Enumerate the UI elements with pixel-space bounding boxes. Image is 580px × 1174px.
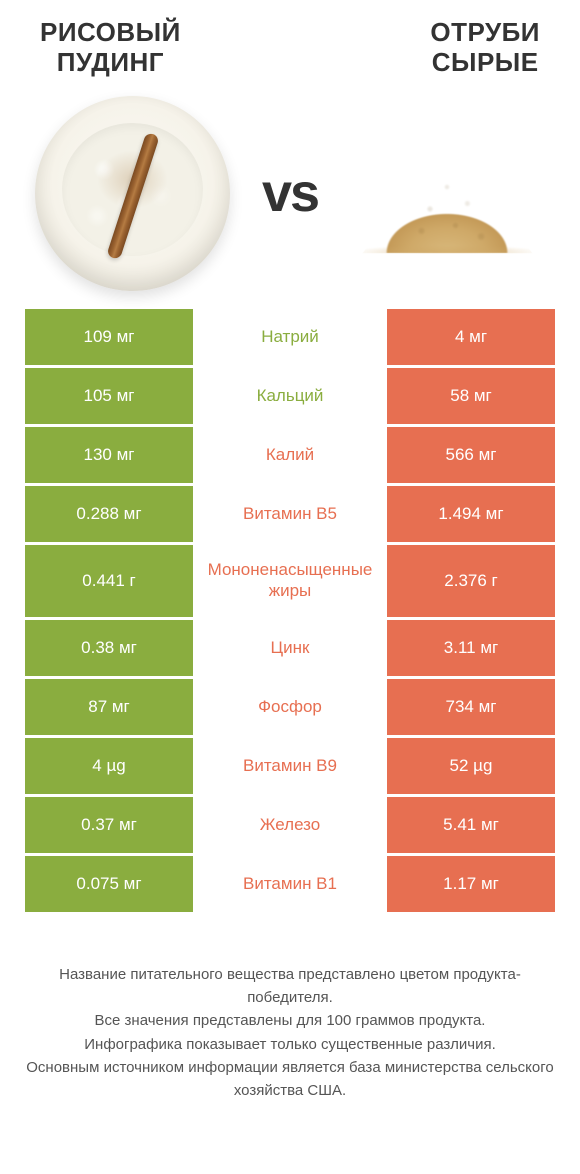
nutrient-label: Натрий	[193, 309, 387, 365]
right-food-image	[350, 96, 545, 291]
right-value: 5.41 мг	[387, 797, 555, 853]
footer-line: Все значения представлены для 100 граммо…	[25, 1009, 555, 1032]
table-row: 0.288 мгВитамин B51.494 мг	[25, 486, 555, 542]
table-row: 0.441 гМононенасыщенные жиры2.376 г	[25, 545, 555, 617]
table-row: 109 мгНатрий4 мг	[25, 309, 555, 365]
nutrient-label: Фосфор	[193, 679, 387, 735]
table-row: 0.38 мгЦинк3.11 мг	[25, 620, 555, 676]
rice-pudding-icon	[35, 96, 230, 291]
table-row: 130 мгКалий566 мг	[25, 427, 555, 483]
footer-line: Название питательного вещества представл…	[25, 963, 555, 1010]
nutrient-label: Калий	[193, 427, 387, 483]
comparison-table: 109 мгНатрий4 мг105 мгКальций58 мг130 мг…	[25, 309, 555, 915]
vs-label: vs	[262, 162, 318, 224]
right-value: 1.494 мг	[387, 486, 555, 542]
table-row: 87 мгФосфор734 мг	[25, 679, 555, 735]
left-value: 0.38 мг	[25, 620, 193, 676]
right-value: 566 мг	[387, 427, 555, 483]
nutrient-label: Витамин B1	[193, 856, 387, 912]
header: РИСОВЫЙПУДИНГ ОТРУБИСЫРЫЕ	[0, 0, 580, 86]
left-value: 109 мг	[25, 309, 193, 365]
nutrient-label: Цинк	[193, 620, 387, 676]
left-food-image	[35, 96, 230, 291]
table-row: 105 мгКальций58 мг	[25, 368, 555, 424]
right-title: ОТРУБИСЫРЫЕ	[430, 18, 540, 78]
right-value: 1.17 мг	[387, 856, 555, 912]
table-row: 0.075 мгВитамин B11.17 мг	[25, 856, 555, 912]
nutrient-label: Кальций	[193, 368, 387, 424]
left-value: 0.37 мг	[25, 797, 193, 853]
right-value: 2.376 г	[387, 545, 555, 617]
right-value: 734 мг	[387, 679, 555, 735]
left-title: РИСОВЫЙПУДИНГ	[40, 18, 181, 78]
right-value: 58 мг	[387, 368, 555, 424]
nutrient-label: Витамин B9	[193, 738, 387, 794]
footer-note: Название питательного вещества представл…	[25, 963, 555, 1103]
left-value: 87 мг	[25, 679, 193, 735]
left-value: 4 µg	[25, 738, 193, 794]
nutrient-label: Витамин B5	[193, 486, 387, 542]
nutrient-label: Мононенасыщенные жиры	[193, 545, 387, 617]
table-row: 4 µgВитамин B952 µg	[25, 738, 555, 794]
footer-line: Инфографика показывает только существенн…	[25, 1033, 555, 1056]
right-value: 3.11 мг	[387, 620, 555, 676]
right-value: 52 µg	[387, 738, 555, 794]
images-row: vs	[0, 86, 580, 309]
nutrient-label: Железо	[193, 797, 387, 853]
left-value: 0.288 мг	[25, 486, 193, 542]
left-value: 0.075 мг	[25, 856, 193, 912]
left-value: 0.441 г	[25, 545, 193, 617]
table-row: 0.37 мгЖелезо5.41 мг	[25, 797, 555, 853]
left-value: 130 мг	[25, 427, 193, 483]
footer-line: Основным источником информации является …	[25, 1056, 555, 1103]
left-value: 105 мг	[25, 368, 193, 424]
bran-pile-icon	[362, 133, 532, 253]
right-value: 4 мг	[387, 309, 555, 365]
